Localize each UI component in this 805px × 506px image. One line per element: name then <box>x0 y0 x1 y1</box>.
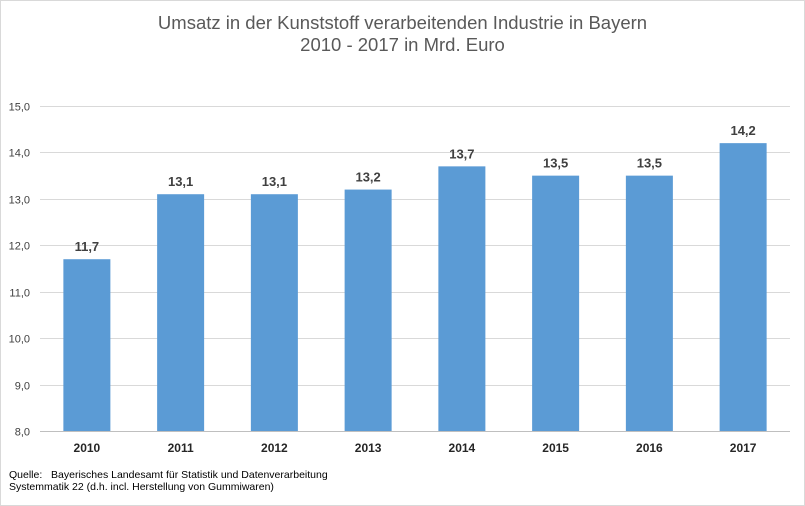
x-tick-label: 2010 <box>74 441 101 455</box>
bar <box>344 189 392 431</box>
chart-subtitle: 2010 - 2017 in Mrd. Euro <box>300 34 505 55</box>
data-label: 13,7 <box>449 146 474 161</box>
x-tick-label: 2014 <box>449 441 476 455</box>
bar <box>719 143 767 431</box>
bar <box>438 166 486 431</box>
x-tick-label: 2017 <box>730 441 757 455</box>
y-tick-label: 8,0 <box>15 427 30 439</box>
y-tick-label: 12,0 <box>9 241 30 253</box>
data-label: 13,5 <box>543 156 568 171</box>
y-tick-label: 9,0 <box>15 381 30 393</box>
x-tick-label: 2012 <box>261 441 288 455</box>
bar <box>250 194 298 431</box>
x-tick-label: 2013 <box>355 441 382 455</box>
bar <box>157 194 205 431</box>
x-tick-label: 2016 <box>636 441 663 455</box>
y-tick-label: 15,0 <box>9 102 30 114</box>
data-label: 14,2 <box>730 123 755 138</box>
y-tick-label: 11,0 <box>9 288 30 300</box>
data-label: 13,1 <box>168 174 193 189</box>
source-note-line-2: Systemmatik 22 (d.h. incl. Herstellung v… <box>9 481 274 493</box>
data-label: 13,1 <box>262 174 287 189</box>
x-tick-label: 2015 <box>542 441 569 455</box>
bar <box>63 259 111 431</box>
y-tick-label: 14,0 <box>9 148 30 160</box>
source-note-line-1: Quelle: Bayerisches Landesamt für Statis… <box>9 469 328 481</box>
y-tick-label: 13,0 <box>9 195 30 207</box>
y-tick-label: 10,0 <box>9 334 30 346</box>
data-label: 11,7 <box>75 239 100 254</box>
chart-title: Umsatz in der Kunststoff verarbeitenden … <box>157 12 648 33</box>
bar <box>532 175 580 431</box>
bar <box>625 175 673 431</box>
data-label: 13,2 <box>355 170 380 185</box>
x-tick-label: 2011 <box>168 441 194 455</box>
data-label: 13,5 <box>637 156 662 171</box>
